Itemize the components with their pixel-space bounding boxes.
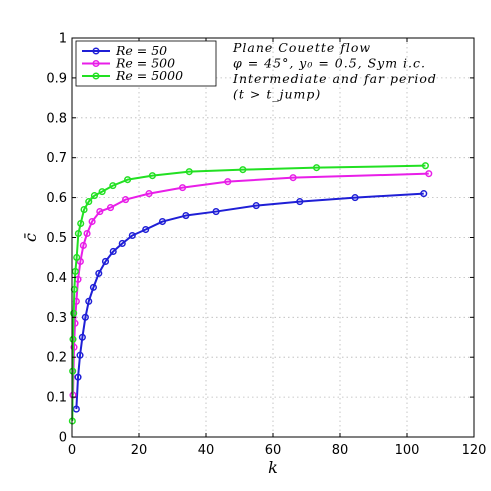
data-point (239, 166, 247, 174)
data-point (425, 170, 433, 178)
data-point (70, 309, 78, 317)
data-point (72, 405, 80, 413)
data-point (421, 162, 429, 170)
annotation-line: Plane Couette flow (232, 40, 371, 55)
data-point (69, 335, 77, 343)
x-tick-label: 100 (395, 443, 420, 458)
legend-label: Re = 5000 (115, 68, 183, 83)
data-point (85, 297, 93, 305)
data-point (145, 190, 153, 198)
data-point (88, 217, 96, 226)
data-point (224, 178, 232, 186)
series-1 (72, 190, 428, 413)
data-point (109, 182, 117, 190)
y-tick-label: 0.9 (46, 71, 67, 86)
data-point (76, 257, 84, 265)
data-point (101, 257, 110, 265)
x-tick-label: 40 (198, 443, 215, 458)
legend-swatch-marker (92, 59, 100, 68)
x-tick-label: 80 (332, 443, 349, 458)
data-point (73, 253, 81, 262)
data-point (128, 231, 136, 240)
data-point (98, 188, 106, 196)
legend-label: Re = 500 (115, 56, 175, 71)
y-tick-label: 0.6 (46, 191, 67, 206)
y-tick-label: 0.7 (46, 151, 67, 166)
y-tick-label: 1 (59, 32, 67, 47)
y-tick-label: 0.2 (46, 351, 67, 366)
legend-item: Re = 500 (82, 56, 175, 71)
data-point (69, 367, 77, 375)
data-point (76, 351, 84, 359)
x-tick-label: 120 (462, 443, 487, 458)
data-point (81, 313, 89, 321)
y-tick-label: 0.5 (46, 231, 67, 246)
data-point (185, 168, 193, 176)
series-line (71, 164, 426, 422)
data-point (90, 192, 98, 200)
data-point (83, 229, 91, 238)
data-point (122, 196, 130, 204)
data-point (289, 174, 297, 182)
data-point (96, 208, 104, 216)
grid (72, 38, 474, 437)
x-tick-label: 60 (265, 443, 282, 458)
data-point (179, 184, 187, 192)
x-tick-label: 0 (68, 443, 76, 458)
data-point (158, 217, 166, 226)
annotation-line: (t > t_jump) (233, 87, 321, 102)
legend-label: Re = 50 (115, 43, 167, 58)
y-tick-label: 0.1 (46, 391, 67, 406)
legend-item: Re = 50 (82, 43, 167, 58)
series-layer (68, 162, 433, 425)
data-point (95, 269, 103, 277)
y-tick-label: 0 (59, 431, 67, 446)
legend-swatch-marker (92, 47, 100, 55)
data-point (78, 333, 86, 341)
data-point (420, 190, 428, 198)
data-point (124, 176, 132, 184)
data-point (351, 194, 359, 202)
annotation-line: Intermediate and far period (232, 71, 437, 86)
data-point (182, 212, 190, 220)
data-point (70, 343, 78, 351)
y-tick-label: 0.8 (46, 111, 67, 126)
x-axis-label: k (268, 458, 278, 477)
data-point (109, 247, 117, 256)
data-point (85, 198, 93, 206)
series-3 (68, 162, 429, 425)
data-point (313, 164, 321, 172)
data-point (89, 283, 97, 291)
series-line (72, 172, 429, 396)
data-point (71, 267, 79, 275)
data-point (296, 198, 304, 206)
data-point (74, 373, 82, 381)
y-tick-label: 0.4 (46, 271, 67, 286)
data-point (118, 239, 126, 248)
data-point (80, 206, 88, 214)
data-point (77, 219, 85, 228)
legend-item: Re = 5000 (82, 68, 183, 83)
data-point (106, 204, 115, 212)
data-point (148, 172, 156, 180)
annotation-line: φ = 45°, y₀ = 0.5, Sym i.c. (233, 56, 426, 71)
legend-swatch-marker (92, 72, 100, 80)
data-point (252, 202, 260, 210)
data-point (142, 225, 150, 234)
data-point (74, 229, 82, 238)
data-point (212, 208, 220, 216)
ticks: 0 20 40 60 80 100 120 0 0.1 0.2 0.3 0.4 0.5 0.6 0.7 0.8… (46, 32, 486, 459)
data-point (79, 241, 87, 250)
y-tick-label: 0.3 (46, 311, 67, 326)
x-tick-label: 20 (131, 443, 148, 458)
y-axis-label: c̄ (21, 233, 40, 242)
